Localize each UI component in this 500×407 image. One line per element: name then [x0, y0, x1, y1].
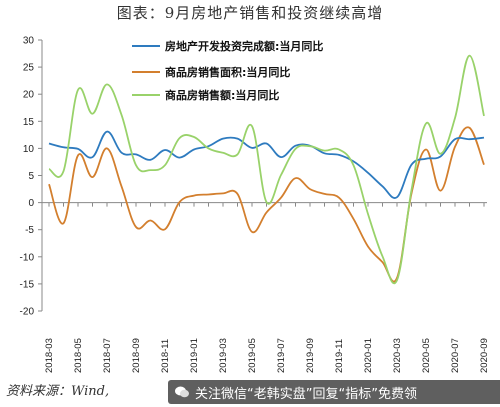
- y-tick-label: 5: [28, 171, 34, 182]
- y-tick-label: 30: [23, 36, 35, 47]
- wechat-icon: [175, 386, 189, 398]
- x-tick-label: 2019-03: [218, 338, 229, 373]
- y-tick-label: -20: [20, 307, 35, 318]
- y-axis-ticks: 30 25 20 15 10 5 0 -5 -10 -15 -20: [20, 36, 42, 318]
- x-tick-label: 2020-05: [421, 338, 432, 373]
- series-line-1: [48, 130, 485, 199]
- y-tick-label: -5: [25, 225, 34, 236]
- y-tick-label: -15: [20, 279, 35, 290]
- x-tick-label: 2018-05: [73, 338, 84, 373]
- y-tick-label: -10: [20, 252, 35, 263]
- x-tick-label: 2018-11: [160, 339, 171, 373]
- legend-label-1: 房地产开发投资完成额:当月同比: [165, 39, 323, 53]
- x-axis-ticks: 2018-03 2018-05 2018-07 2018-09 2018-11 2019-…: [44, 202, 490, 373]
- y-tick-label: 25: [23, 63, 35, 74]
- y-tick-label: 15: [23, 117, 35, 128]
- x-tick-label: 2018-03: [44, 338, 55, 373]
- x-tick-label: 2019-11: [334, 339, 345, 373]
- x-tick-label: 2019-07: [276, 338, 287, 373]
- x-tick-label: 2018-07: [102, 338, 113, 373]
- data-source-note: 资料来源：Wind,: [6, 384, 110, 399]
- x-tick-label: 2020-09: [479, 338, 490, 373]
- x-tick-label: 2019-09: [305, 338, 316, 373]
- x-tick-label: 2018-09: [131, 338, 142, 373]
- legend-label-2: 商品房销售面积:当月同比: [165, 65, 290, 79]
- x-tick-label: 2019-05: [247, 338, 258, 373]
- chart-axes: [41, 40, 487, 311]
- watermark-text: 关注微信“老韩实盘”回复“指标”免费领: [195, 386, 417, 402]
- y-tick-label: 10: [23, 144, 35, 155]
- watermark-banner: 关注微信“老韩实盘”回复“指标”免费领: [168, 380, 500, 404]
- x-tick-label: 2020-07: [450, 338, 461, 373]
- y-tick-label: 0: [28, 198, 34, 209]
- x-tick-label: 2019-01: [189, 338, 200, 373]
- series-line-3: [48, 54, 485, 284]
- legend-label-3: 商品房销售额:当月同比: [165, 88, 279, 102]
- x-tick-label: 2020-03: [392, 338, 403, 373]
- chart-title: 图表：9月房地产销售和投资继续高增: [116, 4, 384, 22]
- x-tick-label: 2020-01: [363, 338, 374, 373]
- y-tick-label: 20: [23, 90, 35, 101]
- series-lines: [48, 54, 485, 284]
